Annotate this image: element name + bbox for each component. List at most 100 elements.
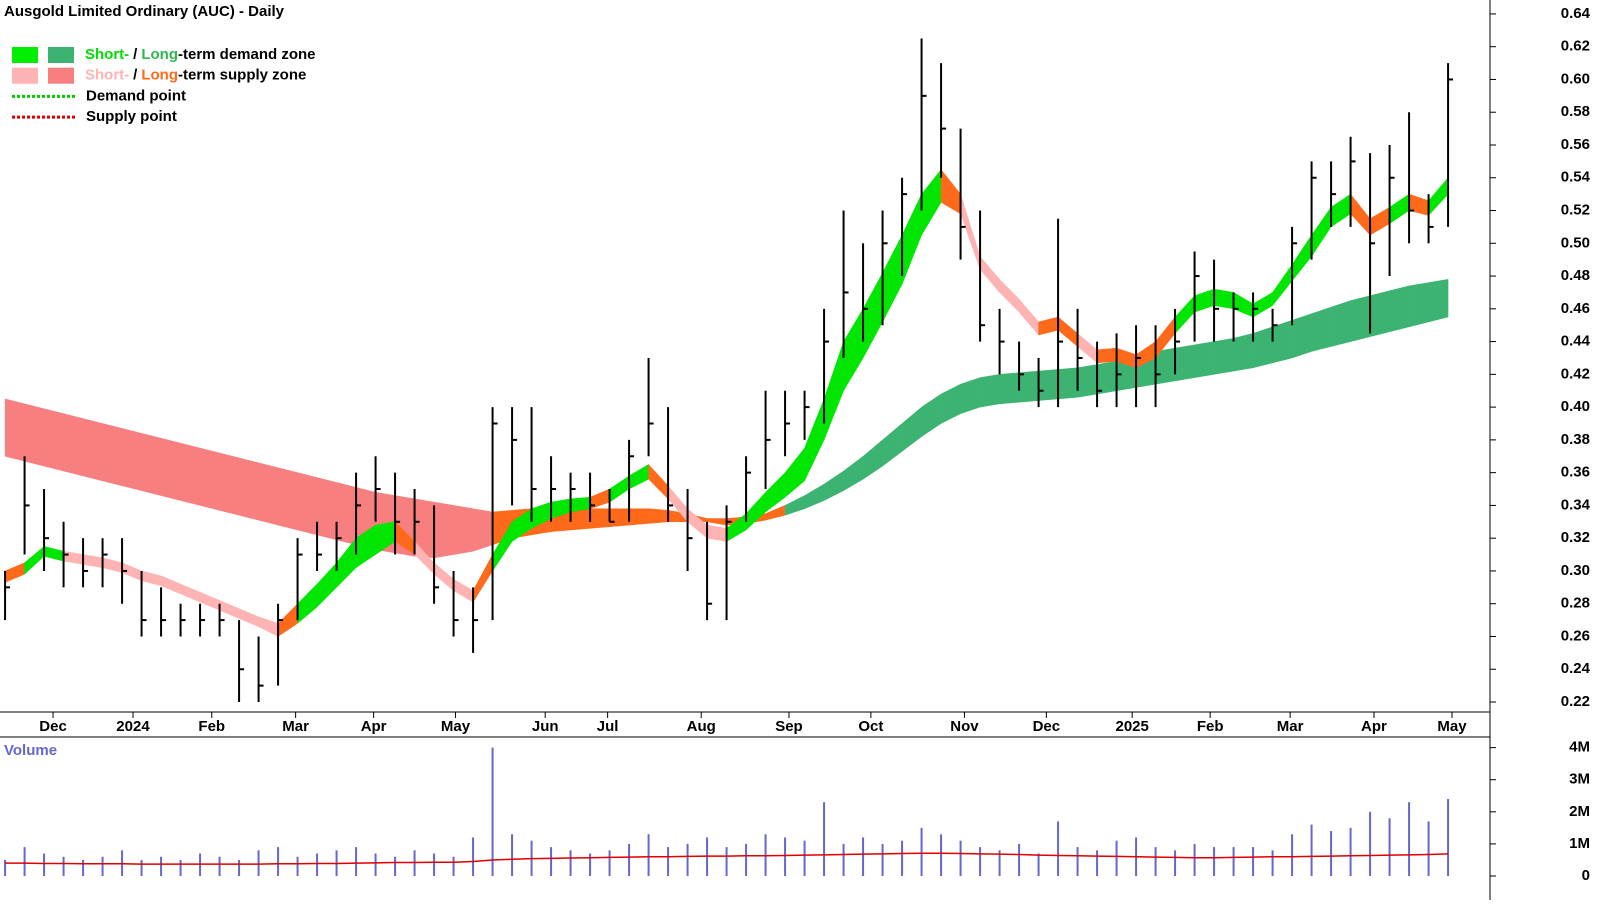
volume-bar [667,847,670,876]
y-tick-label: 0.62 [1561,38,1590,55]
y-tick-label: 0.26 [1561,627,1590,644]
volume-bar [1252,847,1255,876]
legend-long: Long [141,46,178,63]
x-tick-label: Aug [687,718,716,735]
zone-segment [1311,206,1332,258]
volume-bar [394,856,397,876]
y-tick-label: 0.58 [1561,103,1590,120]
zone-segment [141,433,162,496]
volume-bar [1291,834,1294,876]
zone-segment [745,491,766,531]
zone-segment [316,477,337,541]
zone-segment [472,554,493,603]
zone-segment [589,508,610,529]
y-tick-label: 0.52 [1561,201,1590,218]
zone-segment [1174,344,1195,382]
zone-segment [960,194,981,270]
zone-segment [199,447,220,511]
volume-bar [433,853,436,876]
zone-segment [258,616,279,637]
volume-bar [1018,843,1021,876]
zone-segment [960,377,981,415]
volume-ma [5,852,1449,865]
volume-bar [316,853,319,876]
volume-bar [959,840,962,876]
volume-bar [1193,843,1196,876]
zone-segment [1311,306,1332,352]
volume-bar [1154,847,1157,876]
zone-segment [1038,369,1059,401]
zone-segment [823,341,844,440]
zone-segment [648,508,669,524]
volume-bar [62,856,65,876]
zone-segment [336,482,357,546]
zone-segment [453,505,474,555]
zone-segment [706,518,727,526]
x-tick-label: Dec [39,718,67,735]
zone-segment [1330,193,1351,228]
legend-swatch [48,47,74,63]
volume-bar [452,856,455,876]
volume-bar [1174,850,1177,876]
volume-bar [998,850,1001,876]
legend-label: Supply point [86,108,177,125]
zone-segment [940,168,961,215]
zone-segment [1213,338,1234,375]
volume-bar [1271,850,1274,876]
x-tick-label: Mar [282,718,309,735]
y-tick-label: 0.48 [1561,267,1590,284]
zone-segment [24,403,45,467]
legend-sep: / [133,46,138,63]
zone-segment [82,418,103,482]
y-tick-label: 0.40 [1561,398,1590,415]
zone-segment [258,462,279,526]
volume-bar [43,853,46,876]
volume-tick-label: 2M [1569,803,1590,820]
volume-bar [296,856,299,876]
zone-segment [1369,290,1390,337]
volume-bar [1076,847,1079,876]
volume-bar [1369,811,1372,876]
y-tick-label: 0.32 [1561,529,1590,546]
volume-bar [1447,798,1450,876]
legend-swatch [12,47,38,63]
zone-segment [784,495,805,516]
zone-segment [277,467,298,531]
zone-segment [1252,291,1273,318]
legend-rest: -term demand zone [178,46,316,63]
zone-segment [1233,291,1254,318]
zone-segment [24,545,45,575]
zone-segment [102,557,123,573]
volume-bar [1388,818,1391,876]
zone-segment [1272,263,1293,307]
zone-segment [1291,234,1312,282]
volume-bar [608,850,611,876]
volume-bar [881,843,884,876]
zone-segment [121,428,142,491]
volume-bar [979,847,982,876]
x-tick-label: Apr [361,718,387,735]
chart-title: Ausgold Limited Ordinary (AUC) - Daily [4,3,285,20]
zone-segment [1330,300,1351,347]
zone-segment [921,393,942,438]
zone-segment [1428,279,1449,323]
zone-segment [979,374,1000,408]
zone-segment [1096,360,1117,395]
volume-bar [1330,831,1333,876]
zone-segment [1350,295,1371,342]
volume-bar [472,837,475,876]
zone-segment [141,570,162,587]
y-tick-label: 0.50 [1561,234,1590,251]
zone-segment [901,194,922,285]
zone-segment [843,307,864,392]
volume-bar [940,834,943,876]
x-tick-label: Feb [198,718,225,735]
zone-segment [219,600,240,619]
x-tick-label: Jul [597,718,619,735]
zone-segment [43,546,64,562]
zone-segment [765,472,786,513]
y-tick-label: 0.30 [1561,562,1590,579]
legend-swatch [12,67,38,84]
